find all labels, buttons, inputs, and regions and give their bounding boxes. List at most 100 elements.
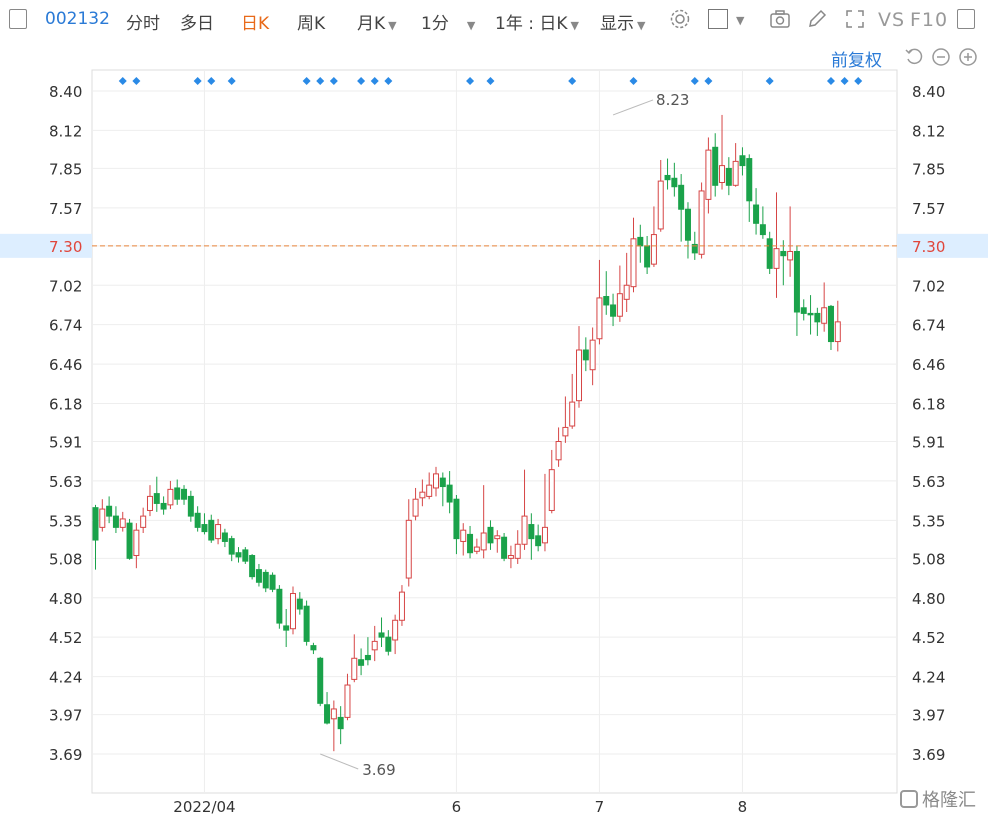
- candle-body: [480, 532, 487, 551]
- x-tick-label: 8: [738, 798, 748, 816]
- candle-body: [187, 495, 194, 517]
- candle-body: [821, 307, 828, 324]
- candle: [719, 114, 726, 190]
- candle-body: [146, 495, 153, 511]
- candle-body: [174, 487, 181, 500]
- candle-body: [507, 555, 514, 559]
- candle: [255, 563, 262, 587]
- candle-body: [800, 307, 807, 314]
- candle-body: [582, 349, 589, 361]
- tab-intraday[interactable]: 分时: [126, 14, 160, 34]
- event-marker: [316, 77, 325, 85]
- candle: [371, 625, 378, 662]
- event-marker: [118, 77, 127, 85]
- candle: [439, 472, 446, 507]
- range-select-label: 1年 : 日K: [495, 14, 568, 34]
- candle: [507, 545, 514, 569]
- candle: [616, 265, 623, 322]
- display-select[interactable]: 显示 ▼: [600, 9, 645, 34]
- candle-body: [589, 339, 596, 371]
- candle-body: [746, 158, 753, 202]
- f10-button[interactable]: F10: [910, 9, 949, 31]
- candle-body: [303, 605, 310, 642]
- candle-body: [555, 441, 562, 461]
- event-marker: [132, 77, 141, 85]
- y-tick-label-left: 4.52: [49, 629, 82, 647]
- event-marker: [568, 77, 577, 85]
- y-tick-label-right: 6.18: [912, 395, 945, 413]
- tab-multiday[interactable]: 多日: [180, 14, 214, 34]
- candle: [807, 295, 814, 335]
- candle: [582, 337, 589, 372]
- tab-weekly-k[interactable]: 周K: [297, 14, 326, 34]
- tab-daily-k[interactable]: 日K: [241, 14, 270, 34]
- range-select[interactable]: 1年 : 日K ▼: [495, 9, 579, 34]
- candle-body: [664, 174, 671, 181]
- candle-body: [569, 401, 576, 427]
- candle: [596, 259, 603, 345]
- candle: [487, 520, 494, 550]
- candle-body: [439, 477, 446, 488]
- candle-body: [249, 555, 256, 578]
- fullscreen-icon[interactable]: [844, 8, 866, 30]
- current-price-label-left: 7.30: [49, 238, 82, 256]
- candle: [827, 304, 834, 351]
- candle-body: [712, 146, 719, 186]
- chevron-down-icon: ▼: [466, 19, 476, 32]
- minute-select[interactable]: 1分 ▼: [421, 9, 475, 34]
- candle-body: [167, 488, 174, 506]
- candle-body: [358, 659, 365, 666]
- adjust-mode-button[interactable]: 前复权: [831, 51, 882, 71]
- y-tick-label-right: 7.85: [912, 160, 945, 178]
- event-marker: [227, 77, 236, 85]
- event-marker: [357, 77, 366, 85]
- layout-square-icon[interactable]: [708, 9, 728, 29]
- candle-body: [630, 238, 637, 288]
- x-tick-label: 2022/04: [173, 798, 235, 816]
- y-tick-label-left: 5.91: [49, 434, 82, 452]
- candle: [262, 569, 269, 593]
- chevron-down-icon: ▼: [388, 19, 397, 32]
- candle: [664, 158, 671, 190]
- vs-compare-button[interactable]: VS: [878, 9, 906, 31]
- candle: [576, 326, 583, 408]
- zoom-in-icon[interactable]: [958, 47, 978, 67]
- candle: [242, 547, 249, 564]
- candle-body: [827, 305, 834, 343]
- candle-body: [684, 208, 691, 241]
- y-tick-label-left: 8.12: [49, 122, 82, 140]
- candle: [657, 159, 664, 232]
- settings-gear-icon[interactable]: [669, 8, 691, 30]
- event-marker: [704, 77, 713, 85]
- camera-icon[interactable]: [769, 8, 791, 30]
- event-marker: [840, 77, 849, 85]
- candle-body: [732, 160, 739, 186]
- candle: [644, 235, 651, 274]
- candle-body: [514, 543, 521, 559]
- candle-body: [392, 619, 399, 641]
- chevron-down-icon[interactable]: ▼: [736, 14, 745, 27]
- candle: [160, 496, 167, 515]
- reset-icon[interactable]: [904, 47, 924, 67]
- y-tick-label-right: 3.69: [912, 746, 945, 764]
- sidebar-toggle-icon[interactable]: [9, 9, 27, 29]
- y-tick-label-left: 5.35: [49, 512, 82, 530]
- candle: [364, 637, 371, 666]
- candle-body: [419, 491, 426, 499]
- pencil-icon[interactable]: [806, 8, 828, 30]
- minute-select-label: 1分: [421, 14, 449, 34]
- tab-monthly-k[interactable]: 月K ▼: [357, 9, 397, 34]
- candle-body: [541, 526, 548, 544]
- watermark-logo-icon: [900, 790, 918, 808]
- candle: [446, 471, 453, 514]
- y-tick-label-left: 5.63: [49, 473, 82, 491]
- candle-body: [528, 524, 535, 540]
- zoom-out-icon[interactable]: [931, 47, 951, 67]
- candle-body: [433, 473, 439, 489]
- candle: [555, 427, 562, 467]
- candle-body: [106, 505, 113, 517]
- candle-body: [201, 524, 208, 533]
- candle: [650, 206, 657, 267]
- panel-toggle-icon[interactable]: [957, 9, 975, 29]
